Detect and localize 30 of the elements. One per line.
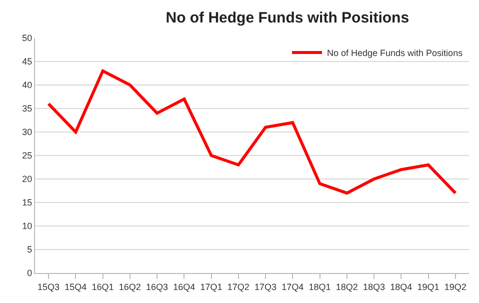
- x-tick-label: 18Q1: [308, 282, 331, 292]
- x-tick-label: 18Q4: [390, 282, 412, 292]
- y-tick-label: 35: [22, 104, 32, 114]
- x-tick-label: 18Q2: [336, 282, 358, 292]
- y-tick-label: 30: [22, 127, 32, 138]
- x-tick-label: 17Q4: [282, 282, 304, 292]
- x-tick-label: 16Q4: [173, 282, 196, 292]
- line-series: [47, 69, 457, 195]
- legend-label: No of Hedge Funds with Positions: [327, 48, 464, 58]
- x-tick-label: 15Q4: [64, 282, 87, 292]
- x-tick-label: 17Q2: [227, 282, 250, 292]
- y-tick-label: 45: [22, 56, 32, 67]
- y-tick-label: 10: [22, 221, 32, 232]
- x-tick-label: 17Q1: [200, 282, 222, 292]
- y-tick-label: 50: [22, 33, 32, 44]
- x-tick-label: 17Q3: [254, 282, 277, 292]
- chart-title: No of Hedge Funds with Positions: [166, 10, 410, 27]
- x-tick-label: 19Q1: [417, 282, 440, 292]
- y-tick-label: 15: [22, 198, 32, 208]
- x-tick-label: 18Q3: [363, 282, 386, 292]
- x-tick-label: 16Q1: [92, 282, 114, 292]
- y-tick-label: 0: [27, 268, 32, 278]
- x-tick-label: 15Q3: [38, 282, 60, 292]
- y-tick-label: 20: [22, 174, 32, 184]
- y-tick-label: 5: [27, 244, 32, 255]
- x-tick-label: 19Q2: [444, 282, 466, 292]
- y-tick-label: 25: [22, 150, 32, 161]
- x-tick-label: 16Q2: [118, 282, 141, 292]
- x-tick-label: 16Q3: [146, 282, 168, 292]
- y-tick-label: 40: [22, 80, 32, 90]
